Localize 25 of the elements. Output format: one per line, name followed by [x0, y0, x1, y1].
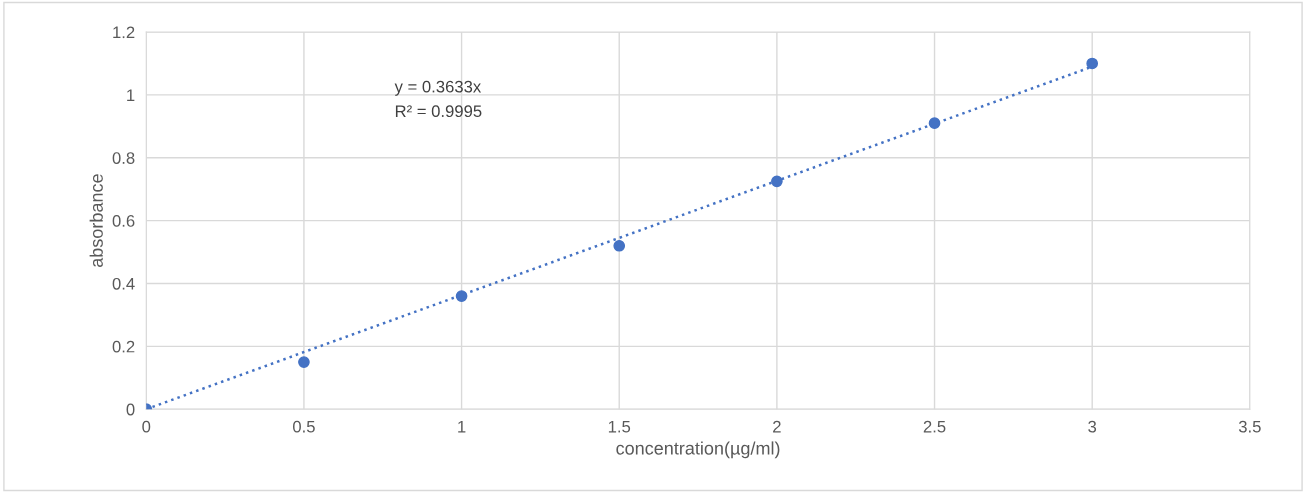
y-tick-label: 0.2 — [112, 340, 135, 353]
annotation: y = 0.3633x — [394, 80, 482, 96]
x-tick-label: 3 — [1088, 420, 1097, 433]
annotation: R² = 0.9995 — [395, 105, 482, 118]
y-tick-label: 1 — [127, 89, 135, 101]
y-tick-label: 1.2 — [113, 26, 135, 39]
x-tick-label: 2 — [773, 420, 781, 433]
y-axis-title: absorbance — [89, 174, 103, 268]
x-tick-label: 1 — [458, 420, 466, 433]
y-tick-label: 0.8 — [112, 152, 135, 164]
x-axis-title: concentration(µg/ml) — [616, 441, 780, 459]
x-tick-label: 3.5 — [1238, 420, 1261, 433]
y-tick-label: 0.4 — [112, 277, 135, 290]
point — [455, 290, 468, 302]
x-tick-label: 2.5 — [923, 420, 946, 433]
point — [613, 239, 626, 252]
x-tick-label: 0 — [142, 420, 151, 433]
point — [1086, 57, 1099, 70]
x-tick-label: 0.5 — [292, 420, 315, 433]
point — [928, 117, 941, 130]
point — [771, 175, 783, 188]
y-tick-label: 0.6 — [112, 215, 135, 227]
point — [298, 356, 310, 368]
x-tick-label: 1.5 — [608, 420, 631, 433]
y-tick-label: 0 — [126, 403, 135, 416]
